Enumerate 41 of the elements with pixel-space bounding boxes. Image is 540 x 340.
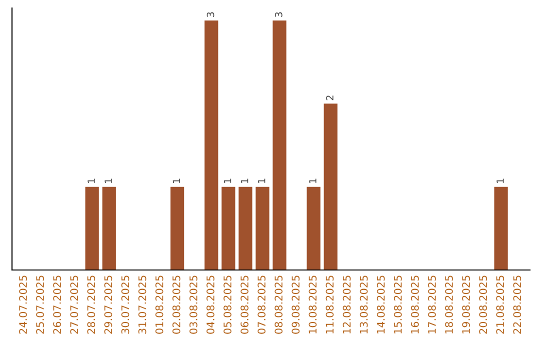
x-tick-label: 09.08.2025 (292, 276, 300, 334)
x-tick-label: 02.08.2025 (172, 276, 180, 334)
data-label: 3 (274, 12, 282, 17)
data-label: 1 (241, 178, 248, 183)
x-tick-label: 25.07.2025 (36, 276, 44, 334)
x-tick-label: 10.08.2025 (308, 276, 317, 334)
x-tick-label: 26.07.2025 (53, 276, 62, 334)
x-tick-label: 16.08.2025 (410, 276, 419, 334)
data-label: 1 (88, 178, 95, 183)
x-tick-label: 15.08.2025 (394, 276, 402, 334)
x-tick-label: 03.08.2025 (189, 276, 198, 334)
x-tick-label: 07.08.2025 (258, 276, 266, 334)
x-tick-label: 01.08.2025 (155, 276, 164, 334)
data-label: 2 (326, 96, 334, 100)
x-tick-label: 21.08.2025 (496, 276, 504, 334)
x-tick-label: 04.08.2025 (206, 276, 214, 334)
x-tick-label: 17.08.2025 (428, 276, 436, 334)
x-tick-label: 31.07.2025 (138, 276, 146, 334)
x-tick-label: 27.07.2025 (70, 276, 78, 334)
data-label: 1 (309, 178, 316, 183)
data-label: 1 (496, 178, 504, 183)
x-tick-label: 18.08.2025 (445, 276, 453, 334)
x-tick-label: 30.07.2025 (121, 276, 130, 334)
x-tick-label: 11.08.2025 (326, 276, 334, 334)
x-tick-label: 22.08.2025 (513, 276, 522, 334)
data-label: 1 (224, 178, 232, 183)
x-tick-label: 13.08.2025 (360, 276, 368, 334)
data-label: 3 (206, 12, 214, 17)
x-tick-label: 28.07.2025 (87, 276, 96, 334)
x-tick-label: 29.07.2025 (104, 276, 112, 334)
x-tick-label: 20.08.2025 (479, 276, 488, 334)
data-label: 1 (172, 178, 180, 183)
x-tick-label: 12.08.2025 (342, 276, 351, 334)
x-tick-label: 19.08.2025 (462, 276, 470, 334)
x-tick-label: 05.08.2025 (224, 276, 232, 334)
x-tick-label: 24.07.2025 (19, 276, 27, 334)
x-tick-label: 06.08.2025 (240, 276, 248, 334)
data-label: 1 (258, 178, 266, 183)
x-tick-label: 14.08.2025 (376, 276, 385, 334)
data-label: 1 (104, 178, 112, 183)
x-tick-label: 08.08.2025 (274, 276, 283, 334)
